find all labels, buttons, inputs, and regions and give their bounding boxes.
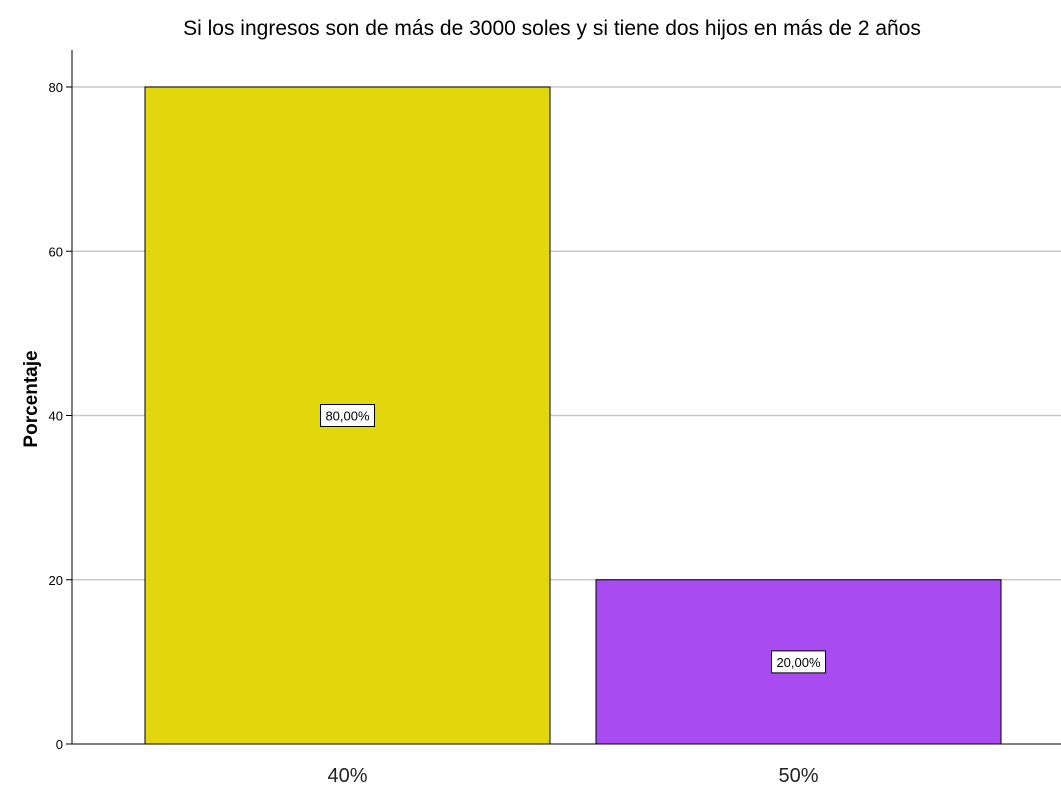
chart-title: Si los ingresos son de más de 3000 soles… [183,17,921,40]
data-label-box-1 [320,404,375,427]
data-label-box-2 [771,650,826,674]
data-label-1: 80,00% [325,409,370,424]
x-tick-label-2: 50% [778,765,818,785]
axes: 0 20 40 60 80 40% 50% [49,50,1061,787]
y-tick-label-60: 60 [49,244,63,259]
y-tick-label-20: 20 [49,573,63,588]
x-tick-label-1: 40% [327,765,367,785]
data-label-2: 20,00% [776,655,821,670]
y-tick-label-80: 80 [49,80,63,95]
y-axis-label: Porcentaje [21,350,42,447]
y-tick-label-0: 0 [56,737,63,752]
data-labels: 80,00% 20,00% [320,404,826,674]
y-tick-label-40: 40 [49,409,63,424]
